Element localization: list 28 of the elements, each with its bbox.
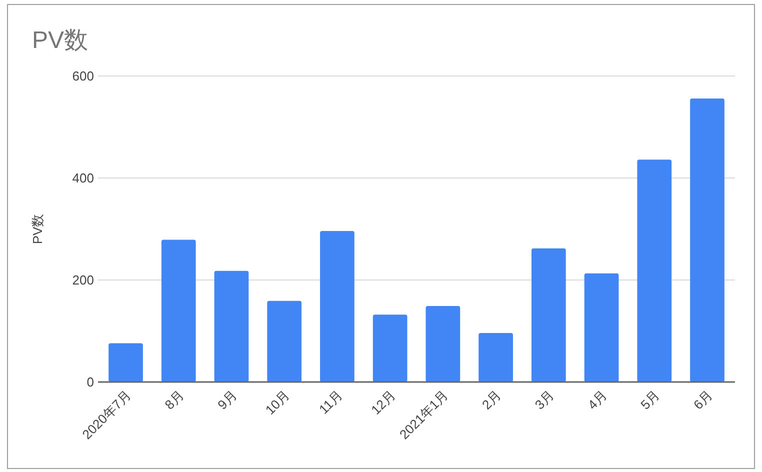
x-tick-label: 5月 — [638, 388, 663, 412]
x-tick-label: 12月 — [368, 388, 398, 418]
y-tick-label: 0 — [86, 374, 94, 390]
bar — [637, 160, 672, 382]
bar — [108, 343, 143, 382]
x-tick-label: 11月 — [316, 388, 346, 417]
x-tick-label: 9月 — [214, 388, 240, 412]
y-tick-label: 400 — [72, 170, 94, 186]
bar — [584, 273, 619, 382]
x-tick-label: 8月 — [162, 388, 187, 412]
y-tick-label: 200 — [72, 272, 94, 288]
bar — [478, 333, 513, 382]
x-tick-label: 6月 — [690, 388, 716, 412]
y-tick-label: 600 — [72, 68, 94, 84]
bar — [267, 300, 302, 382]
y-axis-title: PV数 — [30, 214, 45, 244]
bar — [426, 306, 460, 382]
bar — [690, 98, 724, 382]
x-tick-label: 2月 — [479, 388, 504, 412]
chart-title: PV数 — [32, 27, 88, 54]
x-tick-label: 3月 — [532, 388, 557, 412]
bar — [372, 314, 408, 382]
bar — [531, 248, 566, 382]
bar — [214, 270, 249, 382]
x-tick-label: 10月 — [262, 388, 292, 418]
bar — [320, 231, 354, 382]
bar — [161, 240, 196, 382]
x-tick-label: 4月 — [584, 388, 610, 412]
